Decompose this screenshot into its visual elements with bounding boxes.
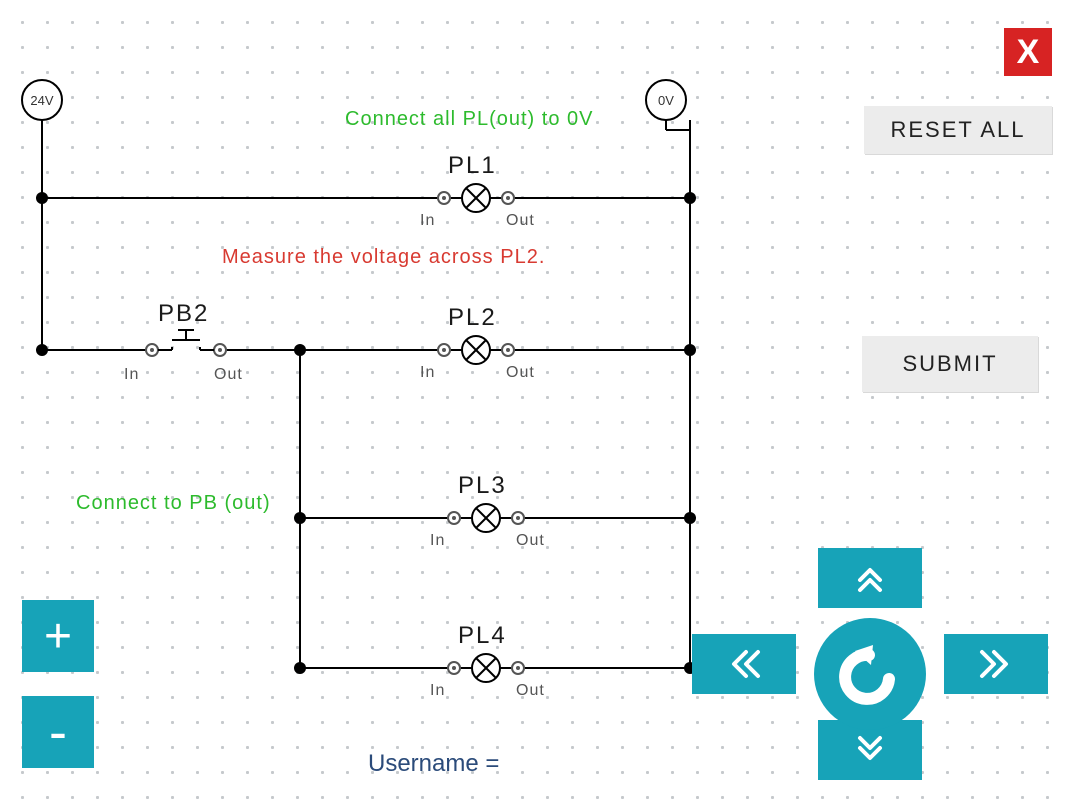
lamp-out-pl2: Out [506, 364, 535, 382]
lamp-out-pl3: Out [516, 532, 545, 550]
reset-button[interactable]: RESET ALL [864, 106, 1052, 154]
undo-icon [831, 635, 909, 713]
undo-button[interactable] [814, 618, 926, 730]
pan-left-button[interactable] [692, 634, 796, 694]
chevron-double-right-icon [976, 648, 1016, 680]
terminal-0v-label: 0V [658, 93, 674, 108]
instruction-measure: Measure the voltage across PL2. [222, 246, 545, 269]
lamp-in-pl3: In [430, 532, 445, 550]
switch-pb2 [146, 330, 226, 356]
plus-icon: + [44, 609, 72, 664]
switch-in: In [124, 366, 139, 384]
lamp-label-pl1: PL1 [448, 152, 497, 180]
submit-button[interactable]: SUBMIT [862, 336, 1038, 392]
lamp-pl4 [448, 654, 524, 682]
submit-label: SUBMIT [902, 351, 997, 377]
hint-connect-pb: Connect to PB (out) [76, 492, 271, 515]
pan-up-button[interactable] [818, 548, 922, 608]
lamp-in-pl1: In [420, 212, 435, 230]
close-button[interactable]: X [1004, 28, 1052, 76]
username-label: Username = [368, 750, 499, 778]
minus-icon: - [49, 701, 67, 763]
lamp-out-pl4: Out [516, 682, 545, 700]
pan-right-button[interactable] [944, 634, 1048, 694]
hint-connect-out: Connect all PL(out) to 0V [345, 108, 593, 131]
chevron-double-up-icon [852, 560, 888, 596]
reset-label: RESET ALL [891, 117, 1026, 143]
lamp-in-pl4: In [430, 682, 445, 700]
lamp-label-pl3: PL3 [458, 472, 507, 500]
lamp-pl1 [438, 184, 514, 212]
chevron-double-down-icon [852, 732, 888, 768]
lamp-label-pl2: PL2 [448, 304, 497, 332]
zoom-out-button[interactable]: - [22, 696, 94, 768]
chevron-double-left-icon [724, 648, 764, 680]
lamp-in-pl2: In [420, 364, 435, 382]
switch-out: Out [214, 366, 243, 384]
lamp-out-pl1: Out [506, 212, 535, 230]
zoom-in-button[interactable]: + [22, 600, 94, 672]
switch-label: PB2 [158, 300, 209, 328]
lamp-pl3 [448, 504, 524, 532]
terminal-24v-label: 24V [30, 93, 53, 108]
lamp-pl2 [438, 336, 514, 364]
lamp-label-pl4: PL4 [458, 622, 507, 650]
